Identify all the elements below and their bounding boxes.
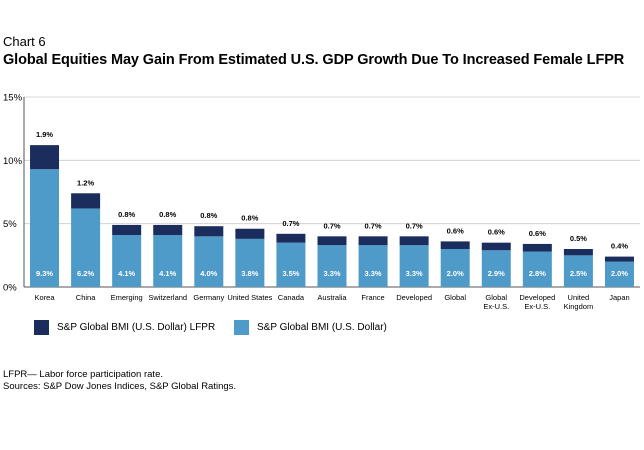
x-tick-label: China [76,293,96,302]
data-label-lfpr: 0.7% [406,221,423,230]
data-label-bmi: 2.9% [488,269,505,278]
bar-bmi [563,255,593,287]
bar-bmi [522,251,552,287]
footnote: LFPR— Labor force participation rate. So… [3,369,236,393]
data-label-bmi: 4.0% [200,269,217,278]
data-label-bmi: 2.8% [529,269,546,278]
bar-bmi [194,236,224,287]
data-label-bmi: 9.3% [36,269,53,278]
data-label-lfpr: 0.8% [118,210,135,219]
data-label-bmi: 6.2% [77,269,94,278]
x-tick-label: Canada [278,293,305,302]
x-tick-label: Emerging [111,293,143,302]
bar-bmi [317,245,347,287]
data-label-lfpr: 0.7% [365,221,382,230]
bar-lfpr [440,241,470,249]
x-tick-label: Ex-U.S. [524,302,550,311]
x-tick-label: Global [444,293,466,302]
bar-lfpr [71,193,101,209]
x-tick-label: United [568,293,590,302]
x-tick-label: Switzerland [148,293,187,302]
data-label-lfpr: 0.4% [611,242,628,251]
x-tick-label: Germany [193,293,224,302]
data-label-lfpr: 1.9% [36,130,53,139]
legend-swatch-lfpr [34,320,49,335]
bar-lfpr [276,233,306,243]
data-label-lfpr: 0.6% [447,226,464,235]
bar-lfpr [522,243,552,252]
bar-lfpr [194,226,224,237]
y-tick-label: 15% [3,93,23,104]
bar-lfpr [153,224,183,236]
x-tick-label: Developed [519,293,555,302]
legend-swatch-bmi [234,320,249,335]
bar-lfpr [481,242,511,251]
y-tick-label: 10% [3,156,23,167]
data-label-bmi: 4.1% [159,269,176,278]
bar-bmi [358,245,388,287]
x-tick-label: France [361,293,384,302]
footnote-sources: Sources: S&P Dow Jones Indices, S&P Glob… [3,381,237,392]
data-label-bmi: 3.3% [365,269,382,278]
bar-bmi [112,235,142,287]
bar-bmi [440,249,470,287]
bar-bmi [71,208,101,287]
data-label-bmi: 2.0% [611,269,628,278]
x-tick-label: Australia [317,293,347,302]
data-label-lfpr: 0.7% [323,221,340,230]
bar-bmi [235,238,265,287]
legend-item-bmi: S&P Global BMI (U.S. Dollar) [234,320,387,335]
y-tick-label: 5% [3,219,17,230]
chart-number-label: Chart 6 [3,34,46,49]
data-label-bmi: 2.5% [570,269,587,278]
bar-lfpr [399,236,429,246]
bar-lfpr [30,145,60,170]
x-tick-label: United States [227,293,272,302]
data-label-lfpr: 0.7% [282,219,299,228]
bar-lfpr [358,236,388,246]
bar-bmi [153,235,183,287]
chart-title: Global Equities May Gain From Estimated … [3,52,625,68]
x-tick-label: Developed [396,293,432,302]
data-label-bmi: 4.1% [118,269,135,278]
data-label-bmi: 3.5% [282,269,299,278]
bar-lfpr [317,236,347,246]
data-label-bmi: 3.3% [323,269,340,278]
data-label-lfpr: 0.6% [529,229,546,238]
x-tick-label: Global [485,293,507,302]
bar-lfpr [112,224,142,236]
x-tick-label: Japan [609,293,629,302]
data-label-lfpr: 0.8% [159,210,176,219]
data-label-lfpr: 0.8% [200,211,217,220]
data-label-lfpr: 1.2% [77,178,94,187]
bar-lfpr [235,228,265,239]
bar-bmi [604,261,634,287]
footnote-definition: LFPR— Labor force participation rate. [3,369,163,380]
data-label-bmi: 3.8% [241,269,258,278]
bar-lfpr [604,256,634,262]
bar-bmi [399,245,429,287]
data-label-lfpr: 0.5% [570,234,587,243]
bar-lfpr [563,249,593,256]
x-tick-label: Kingdom [564,302,594,311]
legend-label-bmi: S&P Global BMI (U.S. Dollar) [257,322,387,333]
bar-bmi [276,242,306,287]
data-label-bmi: 2.0% [447,269,464,278]
data-label-bmi: 3.3% [406,269,423,278]
legend-label-lfpr: S&P Global BMI (U.S. Dollar) LFPR [57,322,216,333]
legend-item-lfpr: S&P Global BMI (U.S. Dollar) LFPR [34,320,215,335]
bar-bmi [481,250,511,287]
y-tick-label: 0% [3,283,17,294]
bar-bmi [30,169,60,287]
data-label-lfpr: 0.8% [241,214,258,223]
x-tick-label: Korea [35,293,56,302]
x-tick-label: Ex-U.S. [483,302,509,311]
data-label-lfpr: 0.6% [488,228,505,237]
